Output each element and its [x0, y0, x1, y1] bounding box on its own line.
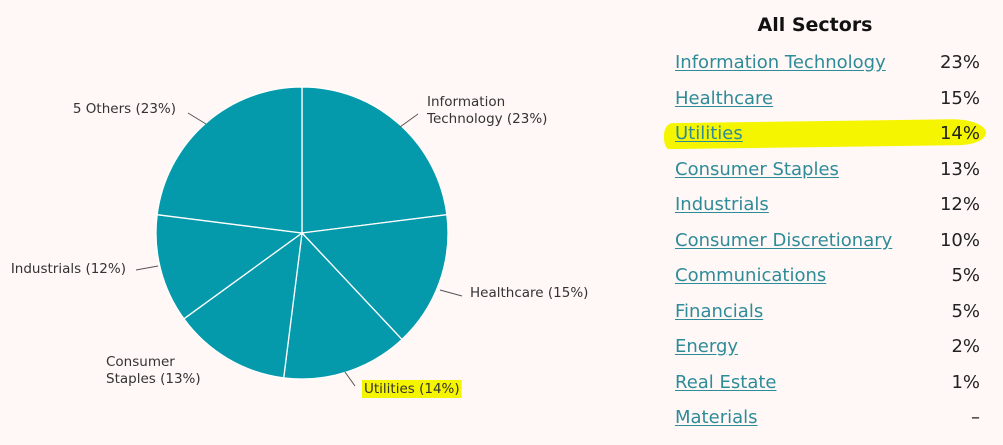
sector-row: Real Estate 1%: [660, 370, 990, 398]
sector-pie-chart: Information Technology (23%) Healthcare (1…: [11, 86, 588, 398]
label-highlight: [362, 380, 462, 398]
sector-row: Utilities 14%: [660, 118, 990, 150]
sector-percent: 23%: [939, 52, 980, 73]
pie-chart-svg: Information Technology (23%) Healthcare (1…: [11, 86, 588, 398]
pie-label-consumer-staples: Consumer Staples (13%): [106, 354, 201, 387]
sector-row: Consumer Discretionary 10%: [660, 228, 990, 256]
sector-row: Healthcare 15%: [660, 86, 990, 114]
sector-link[interactable]: Information Technology: [675, 52, 886, 73]
sector-link[interactable]: Financials: [675, 300, 764, 322]
leader-line: [187, 112, 207, 125]
sector-percent: 2%: [951, 336, 980, 357]
sector-row: Materials –: [660, 405, 990, 433]
sector-percent: 15%: [939, 87, 980, 109]
pie-slice-healthcare[interactable]: [300, 213, 449, 341]
sector-percent: 1%: [951, 371, 980, 393]
sector-link[interactable]: Utilities: [675, 123, 743, 144]
sector-percent: 5%: [951, 265, 980, 286]
sector-link[interactable]: Communications: [675, 265, 827, 286]
sector-percent: –: [971, 407, 980, 428]
sector-percent: 14%: [939, 123, 980, 144]
sector-row: Financials 5%: [660, 299, 990, 327]
sector-row: Information Technology 23%: [660, 50, 990, 78]
pie-label-utilities: Utilities (14%): [364, 381, 460, 397]
sector-link[interactable]: Consumer Staples: [675, 158, 839, 180]
leader-line: [439, 289, 463, 297]
pie-label-information-technology: Information Technology (23%): [426, 94, 547, 127]
sector-percent: 10%: [939, 229, 980, 251]
pie-label-healthcare: Healthcare (15%): [470, 285, 588, 301]
table-title: All Sectors: [757, 14, 873, 36]
pie-label-industrials: Industrials (12%): [11, 261, 126, 277]
leader-line: [344, 371, 356, 387]
sector-row: Energy 2%: [660, 334, 990, 362]
sector-link[interactable]: Healthcare: [675, 87, 774, 109]
pie-slice-information-technology[interactable]: [301, 86, 448, 234]
sector-row: Industrials 12%: [660, 192, 990, 220]
sector-percent: 13%: [939, 158, 980, 180]
sector-table: All Sectors Information Technology 23% Hea…: [660, 0, 1003, 445]
pie-slice-consumer-staples[interactable]: [182, 231, 303, 379]
sector-link[interactable]: Real Estate: [675, 371, 777, 393]
sector-percent: 12%: [939, 194, 980, 215]
pie-slice-industrials[interactable]: [155, 213, 304, 320]
sector-row: Consumer Staples 13%: [660, 157, 990, 185]
leader-line: [399, 113, 419, 128]
leader-line: [135, 265, 159, 271]
sector-link[interactable]: Energy: [675, 336, 739, 357]
pie-slice-5-others[interactable]: [156, 86, 303, 234]
sector-percent: 5%: [951, 300, 980, 322]
sector-row: Communications 5%: [660, 263, 990, 291]
pie-slice-utilities[interactable]: [282, 231, 403, 380]
sector-link[interactable]: Consumer Discretionary: [675, 229, 893, 251]
sector-link[interactable]: Materials: [675, 407, 758, 428]
pie-label-5-others: 5 Others (23%): [73, 101, 176, 117]
sector-link[interactable]: Industrials: [675, 194, 769, 215]
